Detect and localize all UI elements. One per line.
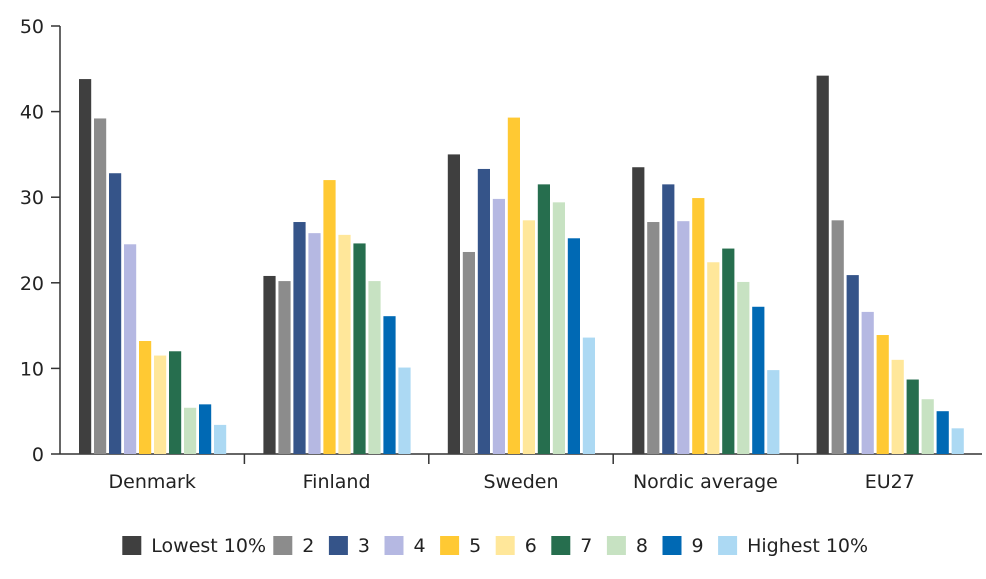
legend-swatch bbox=[495, 536, 515, 555]
legend-label: Highest 10% bbox=[747, 535, 868, 557]
bar bbox=[109, 173, 122, 454]
x-tick-label: Sweden bbox=[483, 471, 558, 493]
legend-swatch bbox=[384, 536, 404, 555]
bar bbox=[462, 251, 475, 454]
bar bbox=[492, 198, 505, 454]
bar bbox=[199, 404, 212, 454]
bar bbox=[846, 275, 859, 454]
y-tick-label: 0 bbox=[32, 444, 44, 466]
bar bbox=[398, 367, 411, 454]
bar bbox=[876, 335, 889, 454]
bar bbox=[368, 281, 381, 454]
bar bbox=[507, 117, 520, 454]
bar bbox=[278, 281, 291, 454]
bar bbox=[447, 154, 460, 454]
bar bbox=[737, 281, 750, 454]
y-tick-label: 40 bbox=[20, 102, 44, 124]
legend-label: 9 bbox=[692, 535, 704, 557]
bar bbox=[891, 359, 904, 454]
legend-swatch bbox=[273, 536, 293, 555]
bar bbox=[338, 234, 351, 454]
legend-swatch bbox=[662, 536, 682, 555]
bar bbox=[323, 180, 336, 454]
bar bbox=[477, 168, 490, 454]
y-tick-label: 30 bbox=[20, 187, 44, 209]
bar bbox=[647, 222, 660, 454]
bar bbox=[662, 184, 675, 455]
bar bbox=[263, 275, 276, 454]
bar bbox=[537, 184, 550, 455]
y-tick-label: 50 bbox=[20, 16, 44, 38]
bar bbox=[692, 198, 705, 454]
bar bbox=[293, 222, 306, 454]
bar bbox=[139, 341, 152, 454]
bar bbox=[184, 407, 197, 454]
legend-swatch bbox=[551, 536, 571, 555]
bar bbox=[353, 243, 366, 454]
bar bbox=[767, 370, 780, 454]
bar bbox=[383, 316, 396, 454]
legend-swatch bbox=[440, 536, 460, 555]
bar bbox=[831, 220, 844, 454]
bar bbox=[567, 238, 580, 454]
bar bbox=[632, 167, 645, 455]
x-tick-label: EU27 bbox=[865, 471, 915, 493]
legend-label: 7 bbox=[580, 535, 592, 557]
bar bbox=[951, 428, 964, 454]
legend-label: 5 bbox=[469, 535, 481, 557]
bar bbox=[94, 118, 107, 454]
bar bbox=[707, 262, 720, 454]
legend-label: Lowest 10% bbox=[151, 535, 266, 557]
bar bbox=[677, 221, 690, 454]
legend-label: 4 bbox=[414, 535, 426, 557]
legend-swatch bbox=[328, 536, 348, 555]
legend-label: 2 bbox=[302, 535, 314, 557]
legend-swatch bbox=[606, 536, 626, 555]
bar bbox=[752, 306, 765, 454]
bar bbox=[79, 79, 92, 455]
bar bbox=[936, 411, 949, 454]
bar bbox=[906, 379, 919, 454]
bar bbox=[169, 351, 182, 454]
bar bbox=[214, 424, 227, 454]
x-tick-label: Finland bbox=[303, 471, 371, 493]
bar bbox=[522, 220, 535, 454]
legend-label: 6 bbox=[525, 535, 537, 557]
x-tick-label: Nordic average bbox=[633, 471, 778, 493]
x-tick-label: Denmark bbox=[109, 471, 196, 493]
bar bbox=[861, 311, 874, 454]
legend-label: 3 bbox=[358, 535, 370, 557]
y-tick-label: 10 bbox=[20, 358, 44, 380]
bar bbox=[921, 399, 934, 454]
bar bbox=[124, 244, 137, 454]
y-tick-label: 20 bbox=[20, 273, 44, 295]
legend-label: 8 bbox=[636, 535, 648, 557]
legend-swatch bbox=[718, 536, 738, 555]
legend-swatch bbox=[122, 536, 142, 555]
bar bbox=[308, 233, 321, 454]
bar bbox=[154, 355, 167, 454]
bar bbox=[816, 75, 829, 454]
bar bbox=[552, 202, 565, 454]
bar bbox=[722, 248, 735, 454]
bar bbox=[582, 337, 595, 454]
